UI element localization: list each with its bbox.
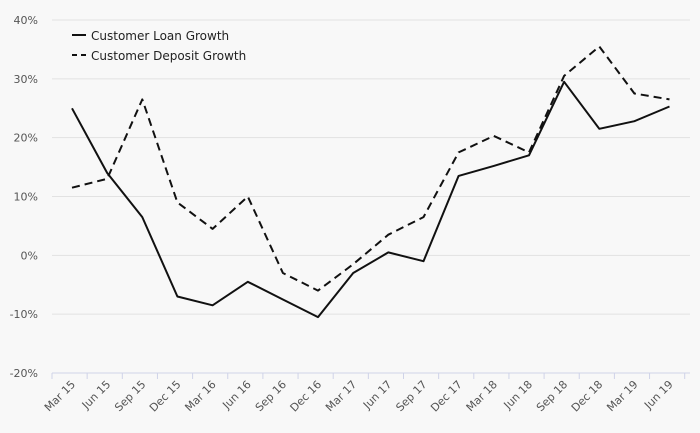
- x-tick-label: Jun 18: [501, 378, 535, 412]
- gridlines: [52, 19, 690, 315]
- series-line-loan: [71, 80, 670, 319]
- x-tick-label: Dec 16: [288, 378, 325, 415]
- x-tick-label: Jun 16: [219, 378, 253, 412]
- x-tick-label: Jun 19: [641, 378, 675, 412]
- x-tick-label: Mar 15: [42, 378, 78, 414]
- x-tick-label: Dec 15: [147, 378, 184, 415]
- y-tick-label: 0%: [21, 249, 38, 262]
- x-axis: [51, 372, 690, 379]
- legend: Customer Loan Growth Customer Deposit Gr…: [72, 29, 246, 63]
- x-tick-label: Mar 19: [604, 378, 640, 414]
- x-tick-label: Mar 18: [464, 378, 500, 414]
- legend-label-loan: Customer Loan Growth: [91, 29, 229, 43]
- series-lines: [71, 45, 670, 319]
- y-tick-label: 40%: [14, 14, 38, 27]
- x-tick-label: Sep 17: [393, 378, 429, 414]
- legend-label-deposit: Customer Deposit Growth: [91, 49, 246, 63]
- y-tick-label: -20%: [10, 367, 38, 380]
- y-tick-label: 20%: [14, 132, 38, 145]
- y-axis-tick-labels: -20% -10% 0% 10% 20% 30% 40%: [10, 14, 38, 380]
- x-tick-label: Jun 17: [360, 378, 394, 412]
- x-tick-label: Sep 18: [534, 378, 570, 414]
- y-tick-label: 30%: [14, 73, 38, 86]
- x-tick-label: Sep 16: [253, 378, 289, 414]
- x-tick-label: Jun 15: [79, 378, 113, 412]
- y-tick-label: -10%: [10, 308, 38, 321]
- x-tick-label: Dec 18: [569, 378, 606, 415]
- series-line-deposit: [71, 45, 670, 292]
- x-tick-label: Mar 16: [182, 378, 218, 414]
- x-tick-label: Mar 17: [323, 378, 359, 414]
- x-tick-label: Dec 17: [428, 378, 465, 415]
- x-tick-label: Sep 15: [112, 378, 148, 414]
- y-tick-label: 10%: [14, 191, 38, 204]
